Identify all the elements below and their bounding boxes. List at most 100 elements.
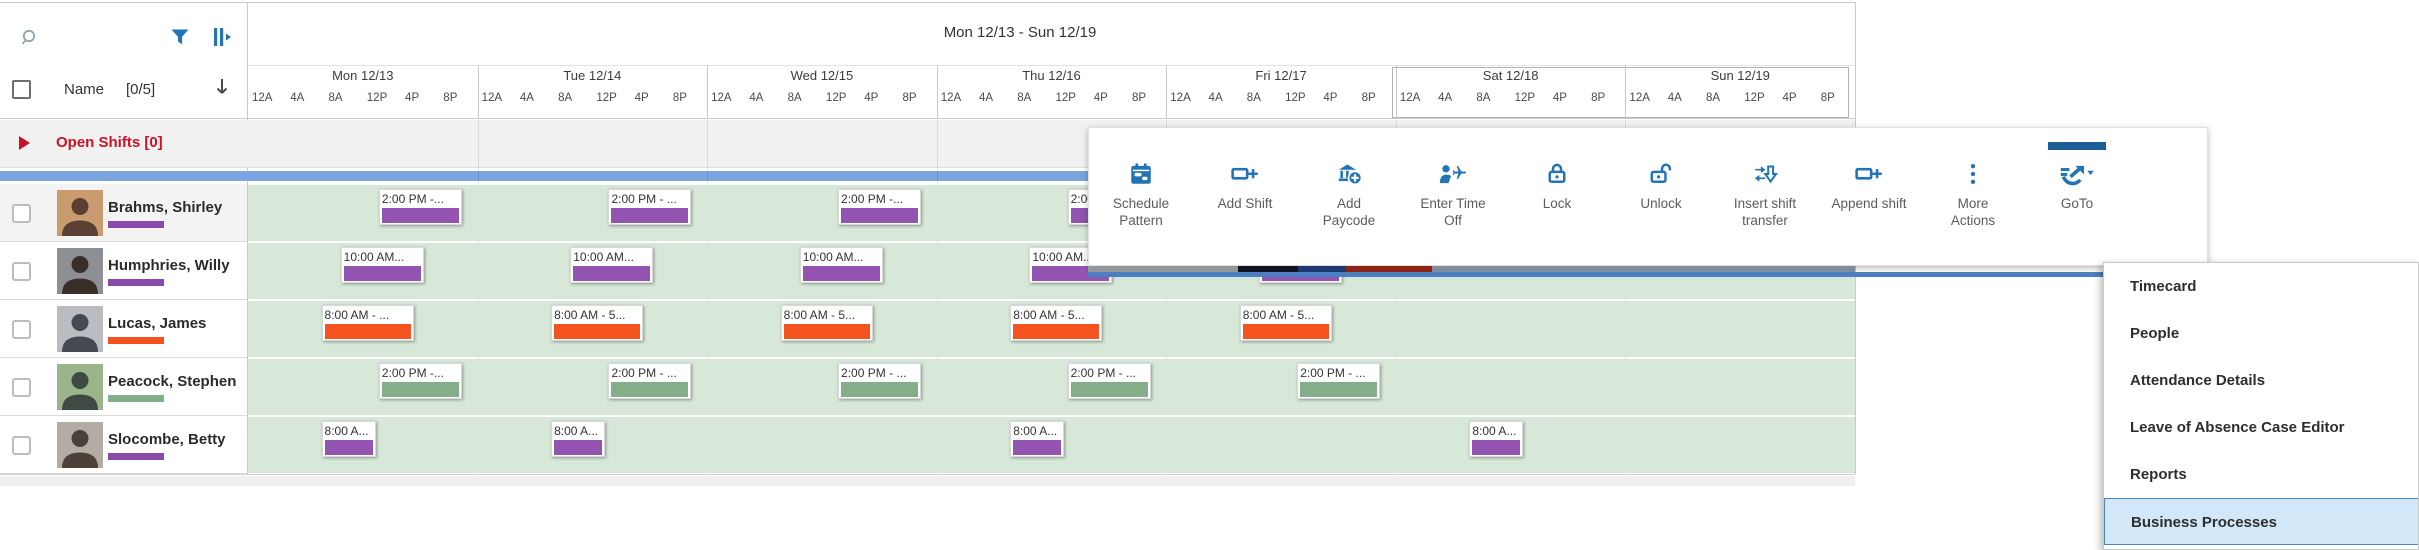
hour-tick: 12P bbox=[1744, 92, 1765, 104]
shift-block[interactable]: 8:00 AM - 5... bbox=[1010, 305, 1103, 341]
toolbar-item-add-paycode[interactable]: Add Paycode bbox=[1297, 128, 1401, 229]
shift-block[interactable]: 2:00 PM - ... bbox=[608, 189, 692, 225]
toolbar-item-more-actions[interactable]: More Actions bbox=[1921, 128, 2025, 229]
shift-block[interactable]: 8:00 AM - 5... bbox=[1239, 305, 1332, 341]
row-checkbox[interactable] bbox=[12, 436, 31, 455]
shift-block[interactable]: 2:00 PM -... bbox=[378, 189, 462, 225]
toolbar-item-lock[interactable]: Lock bbox=[1505, 128, 1609, 213]
employee-row[interactable]: Humphries, Willy bbox=[0, 242, 247, 300]
schedule-pattern-icon bbox=[1089, 158, 1193, 190]
shift-block[interactable]: 10:00 AM... bbox=[570, 247, 654, 283]
shift-color-bar bbox=[1070, 382, 1148, 397]
shift-color-bar bbox=[381, 208, 459, 223]
filter-icon[interactable] bbox=[170, 28, 190, 53]
menu-item-timecard[interactable]: Timecard bbox=[2130, 278, 2197, 295]
job-color-bar bbox=[108, 279, 164, 286]
open-shifts-label: Open Shifts [0] bbox=[56, 134, 163, 151]
hour-tick: 8P bbox=[1132, 92, 1147, 104]
hour-tick: 8A bbox=[1705, 92, 1721, 104]
shift-color-bar bbox=[381, 382, 459, 397]
search-icon[interactable] bbox=[20, 28, 40, 55]
row-checkbox[interactable] bbox=[12, 378, 31, 397]
goto-menu: Timecard People Attendance Details Leave of… bbox=[2103, 262, 2419, 550]
top-border bbox=[0, 2, 1855, 3]
toolbar-item-goto[interactable]: GoTo bbox=[2025, 128, 2129, 213]
row-checkbox[interactable] bbox=[12, 204, 31, 223]
shift-block[interactable]: 8:00 AM - 5... bbox=[551, 305, 644, 341]
weekend-outline bbox=[1392, 67, 1849, 118]
hour-tick: 12P bbox=[596, 92, 617, 104]
employee-row[interactable]: Lucas, James bbox=[0, 300, 247, 358]
hour-tick: 12A bbox=[1399, 92, 1421, 104]
employee-row[interactable]: Peacock, Stephen bbox=[0, 358, 247, 416]
day-header: Mon 12/13 bbox=[332, 68, 394, 83]
name-column-header[interactable]: Name bbox=[64, 81, 105, 98]
shift-block[interactable]: 8:00 A... bbox=[1010, 421, 1065, 457]
occluded-content-sliver bbox=[1432, 266, 1855, 272]
toolbar-item-unlock[interactable]: Unlock bbox=[1609, 128, 1713, 213]
sort-descending-icon[interactable] bbox=[212, 76, 232, 103]
shift-block[interactable]: 2:00 PM -... bbox=[378, 363, 462, 399]
hour-tick: 8P bbox=[443, 92, 458, 104]
shift-block[interactable]: 8:00 A... bbox=[1469, 421, 1524, 457]
shift-time-label: 8:00 AM - 5... bbox=[554, 308, 626, 322]
toolbar-item-append-shift[interactable]: Append shift bbox=[1817, 128, 1921, 213]
menu-item-reports[interactable]: Reports bbox=[2130, 466, 2187, 483]
toolbar-item-label: More Actions bbox=[1950, 196, 1996, 228]
avatar bbox=[57, 190, 103, 236]
menu-item-leave-of-absence-case-editor[interactable]: Leave of Absence Case Editor bbox=[2130, 419, 2345, 436]
day-divider bbox=[1395, 65, 1397, 118]
shift-block[interactable]: 2:00 PM -... bbox=[838, 189, 922, 225]
employee-name: Peacock, Stephen bbox=[108, 373, 237, 390]
employee-row[interactable]: Slocombe, Betty bbox=[0, 416, 247, 474]
shift-time-label: 2:00 PM -... bbox=[841, 192, 904, 206]
shift-time-label: 2:00 PM - ... bbox=[1070, 366, 1136, 380]
toolbar-item-insert-shift-transfer[interactable]: Insert shift transfer bbox=[1713, 128, 1817, 229]
shift-time-label: 2:00 PM - ... bbox=[611, 192, 677, 206]
shift-block[interactable]: 8:00 A... bbox=[321, 421, 376, 457]
menu-item-business-processes[interactable]: Business Processes bbox=[2104, 498, 2418, 545]
hour-tick: 4A bbox=[1208, 92, 1223, 104]
shift-time-label: 2:00 PM -... bbox=[381, 192, 444, 206]
employee-row[interactable]: Brahms, Shirley bbox=[0, 184, 247, 242]
shift-block[interactable]: 10:00 AM... bbox=[340, 247, 424, 283]
toolbar-item-label: Unlock bbox=[1640, 196, 1682, 211]
date-band-border bbox=[248, 65, 1855, 66]
hour-tick: 8A bbox=[558, 92, 573, 104]
hour-tick: 12A bbox=[940, 92, 962, 104]
select-all-checkbox[interactable] bbox=[12, 80, 31, 99]
row-checkbox[interactable] bbox=[12, 320, 31, 339]
job-color-bar bbox=[108, 221, 164, 228]
shift-time-label: 8:00 AM - 5... bbox=[1242, 308, 1315, 322]
shift-time-label: 8:00 AM - ... bbox=[324, 308, 390, 322]
toolbar-bottom-bar bbox=[1088, 272, 2103, 277]
toolbar-item-add-shift[interactable]: Add Shift bbox=[1193, 128, 1297, 213]
hour-tick: 8P bbox=[1820, 92, 1835, 104]
shift-block[interactable]: 10:00 AM... bbox=[799, 247, 883, 283]
menu-item-attendance-details[interactable]: Attendance Details bbox=[2130, 372, 2266, 389]
toolbar-item-schedule-pattern[interactable]: Schedule Pattern bbox=[1089, 128, 1193, 229]
toolbar-item-enter-time-off[interactable]: Enter Time Off bbox=[1401, 128, 1505, 229]
shift-block[interactable]: 2:00 PM - ... bbox=[608, 363, 692, 399]
job-color-bar bbox=[108, 337, 164, 344]
column-selector-icon[interactable] bbox=[212, 26, 234, 53]
shift-color-bar bbox=[802, 266, 880, 281]
schedule-grid-row[interactable] bbox=[248, 359, 1855, 415]
toolbar-item-label: Lock bbox=[1542, 196, 1572, 211]
hour-tick: 12P bbox=[1514, 92, 1536, 104]
row-checkbox[interactable] bbox=[12, 262, 31, 281]
menu-item-people[interactable]: People bbox=[2130, 325, 2180, 342]
shift-block[interactable]: 8:00 AM - 5... bbox=[780, 305, 873, 341]
hour-tick: 12A bbox=[1629, 92, 1650, 104]
shift-block[interactable]: 2:00 PM - ... bbox=[838, 363, 922, 399]
shift-block[interactable]: 8:00 AM - ... bbox=[321, 305, 414, 341]
insert-shift-transfer-icon bbox=[1713, 158, 1817, 190]
shift-block[interactable]: 8:00 A... bbox=[551, 421, 606, 457]
hour-tick: 8P bbox=[902, 92, 917, 104]
open-shifts-expander-icon[interactable] bbox=[19, 136, 30, 150]
append-shift-icon bbox=[1817, 158, 1921, 190]
hour-tick: 4P bbox=[1552, 92, 1567, 104]
shift-block[interactable]: 2:00 PM - ... bbox=[1297, 363, 1381, 399]
avatar bbox=[57, 306, 103, 352]
shift-block[interactable]: 2:00 PM - ... bbox=[1067, 363, 1151, 399]
